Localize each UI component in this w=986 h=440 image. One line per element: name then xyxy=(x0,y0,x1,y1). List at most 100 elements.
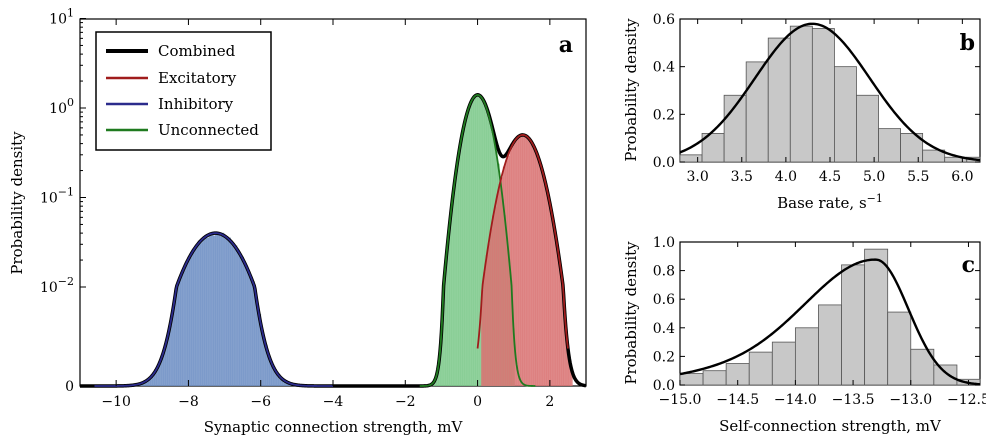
hist-bar-inhibitory xyxy=(206,237,210,386)
hist-bar-inhibitory xyxy=(191,249,194,386)
hist-bar-inhibitory xyxy=(210,232,214,386)
hist-bar-unconnected xyxy=(473,95,476,387)
panel-b-x-tick-label: 6.0 xyxy=(951,169,973,185)
hist-bar-inhibitory xyxy=(180,273,184,386)
hist-bar-inhibitory xyxy=(208,233,212,386)
hist-bar-inhibitory xyxy=(195,246,199,386)
legend-label-excitatory: Excitatory xyxy=(158,69,237,87)
hist-bar-inhibitory xyxy=(165,341,168,386)
hist-bar-inhibitory xyxy=(278,375,281,386)
hist-bar-inhibitory xyxy=(247,271,251,386)
hist-bar-unconnected xyxy=(436,370,439,386)
hist-bar-excitatory xyxy=(533,146,536,386)
panel-c-x-tick-label: −12.5 xyxy=(947,392,986,408)
hist-bar-inhibitory xyxy=(167,329,171,386)
panel-b-y-tick-label: 0.4 xyxy=(653,60,675,76)
hist-bar-excitatory xyxy=(511,144,515,386)
panel-c-x-tick-label: −13.5 xyxy=(832,392,875,408)
hist-bar-excitatory xyxy=(531,144,534,386)
hist-bar-inhibitory xyxy=(215,231,218,386)
hist-bar-excitatory xyxy=(515,136,519,386)
panel-c-bar xyxy=(771,341,796,386)
hist-bar-inhibitory xyxy=(221,232,225,386)
hist-bar-excitatory xyxy=(518,137,521,386)
panel-a-y-tick-base: 10 xyxy=(49,12,67,28)
hist-bar-unconnected xyxy=(479,95,483,386)
hist-bar-excitatory xyxy=(524,137,528,386)
hist-bar-unconnected xyxy=(477,95,481,386)
hist-bar-inhibitory xyxy=(284,381,288,386)
hist-bar-inhibitory xyxy=(178,277,181,386)
hist-bar-excitatory xyxy=(557,251,560,386)
hist-bar-inhibitory xyxy=(213,235,216,386)
hist-bar-inhibitory xyxy=(230,243,233,386)
hist-bar-excitatory xyxy=(567,357,571,386)
hist-bar-inhibitory xyxy=(182,270,186,386)
hist-bar-excitatory xyxy=(546,189,549,386)
hist-bar-inhibitory xyxy=(258,313,262,386)
panel-c-x-ticks: −15.0 −14.5 −14.0 −13.5 −13.0 −12.5 xyxy=(659,242,986,408)
hist-bar-inhibitory xyxy=(228,237,231,386)
panel-a-x-tick-label: −4 xyxy=(323,394,344,410)
hist-bar-inhibitory xyxy=(280,378,283,386)
hist-bar-excitatory xyxy=(487,243,491,386)
panel-b-x-ticks: 3.0 3.5 4.0 4.5 5.0 5.5 6.0 xyxy=(687,19,973,185)
hist-bar-excitatory xyxy=(498,183,502,386)
hist-bar-unconnected xyxy=(481,101,485,386)
hist-bar-inhibitory xyxy=(234,245,238,386)
hist-bar-inhibitory xyxy=(219,236,223,386)
hist-bar-excitatory xyxy=(554,238,558,386)
hist-bar-inhibitory xyxy=(163,351,166,386)
panel-b-y-tick-label: 0.2 xyxy=(653,107,675,123)
curve-unconnected xyxy=(419,94,536,387)
hist-bar-inhibitory xyxy=(254,291,257,386)
hist-bar-unconnected xyxy=(447,236,450,386)
hist-bar-inhibitory xyxy=(189,257,192,386)
hist-bar-excitatory xyxy=(552,223,556,386)
panel-c-bar xyxy=(794,327,819,386)
hist-bar-inhibitory xyxy=(226,239,229,386)
panel-c-x-label: Self-connection strength, mV xyxy=(719,417,942,435)
panel-b-bar xyxy=(900,132,924,163)
panel-a-y-tick-exp: 1 xyxy=(67,7,74,20)
panel-b-x-tick-label: 3.5 xyxy=(731,169,753,185)
panel-b-x-label: Base rate, s−1 xyxy=(777,192,883,212)
hist-bar-excitatory xyxy=(522,133,525,386)
panel-c-bar xyxy=(818,304,842,386)
panel-b-y-tick-label: 0.0 xyxy=(653,155,675,171)
hist-bar-unconnected xyxy=(471,100,474,387)
hist-inhibitory xyxy=(134,231,292,386)
panel-c-y-tick-label: 0.8 xyxy=(653,264,675,280)
panel-a-y-tick-label: 10−2 xyxy=(40,275,74,296)
hist-bar-inhibitory xyxy=(243,264,246,386)
panel-c-bar xyxy=(748,351,773,386)
panel-c-y-tick-label: 0.4 xyxy=(653,321,675,337)
hist-bar-inhibitory xyxy=(202,238,205,386)
hist-bar-unconnected xyxy=(462,127,465,386)
hist-bar-unconnected xyxy=(453,179,457,386)
hist-bar-unconnected xyxy=(464,119,468,386)
hist-bar-inhibitory xyxy=(282,379,285,386)
panel-b-x-tick-label: 5.0 xyxy=(863,169,885,185)
hist-bar-inhibitory xyxy=(275,372,279,386)
panel-b-y-ticks: 0.0 0.2 0.4 0.6 xyxy=(653,12,980,171)
hist-bar-unconnected xyxy=(438,356,442,386)
hist-bar-excitatory xyxy=(513,141,517,386)
hist-bar-excitatory xyxy=(481,289,484,386)
hist-bar-excitatory xyxy=(507,155,510,386)
panel-c-bar xyxy=(841,264,866,386)
hist-bar-inhibitory xyxy=(260,330,264,386)
hist-bar-unconnected xyxy=(475,96,478,386)
panel-a-y-label: Probability density xyxy=(8,131,26,275)
hist-bar-inhibitory xyxy=(252,280,255,386)
hist-bar-unconnected xyxy=(449,215,452,386)
hist-bar-inhibitory xyxy=(271,364,275,386)
panel-c-x-tick-label: −14.5 xyxy=(716,392,759,408)
hist-bar-inhibitory xyxy=(241,256,244,386)
hist-bar-inhibitory xyxy=(158,362,162,386)
hist-bar-inhibitory xyxy=(186,260,190,386)
panel-c-y-tick-label: 1.0 xyxy=(653,235,675,251)
hist-bar-inhibitory xyxy=(169,325,173,386)
panel-b-letter: b xyxy=(960,30,975,56)
